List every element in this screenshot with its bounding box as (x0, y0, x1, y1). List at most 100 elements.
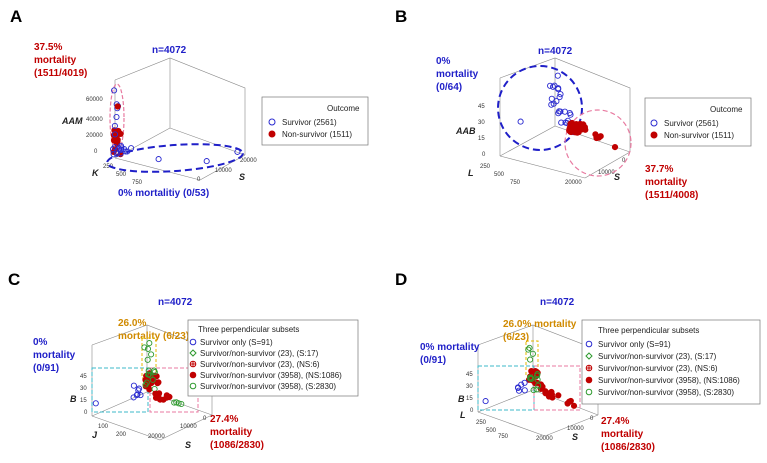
panel-c-point-46 (175, 400, 182, 407)
panel-d-legend-label-3: Survivor/non-survivor (23), (NS:6) (598, 364, 718, 373)
panel-d-point-39 (555, 392, 562, 399)
panel-a-right-axis-label: S (239, 172, 245, 182)
panel-c-point-29 (145, 371, 152, 378)
panel-d-legend-label-1: Survivor only (S=91) (598, 340, 671, 349)
panel-c-point-27 (151, 367, 158, 374)
panel-d-legend-box (581, 319, 761, 405)
panel-b-box (499, 57, 631, 179)
panel-a-point-25 (124, 148, 131, 155)
panel-d-point-1 (525, 346, 532, 353)
panel-d-rtick-0: 20000 (536, 436, 553, 442)
panel-b-legend-marker-1 (650, 119, 658, 127)
panel-d-point-24 (530, 387, 537, 394)
panel-c-legend-box (187, 319, 359, 397)
panel-a-ann-3: (1511/4019) (34, 68, 87, 79)
panel-c-legend-marker-3 (189, 360, 197, 368)
panel-b-point-54 (611, 144, 619, 151)
panel-c-ann-2: mortality (33, 350, 76, 361)
panel-b-nonsurvivor-region (564, 109, 632, 177)
panel-c-point-31 (143, 379, 150, 386)
panel-a-ltick-2: 750 (132, 180, 143, 186)
panel-b-legend-title: Outcome (710, 105, 743, 114)
panel-b-point-8 (548, 101, 555, 108)
panel-c-point-53 (137, 392, 144, 399)
panel-c-rtick-0: 20000 (148, 434, 165, 440)
panel-b-right-axis-label: S (614, 172, 620, 182)
panel-c-point-2 (141, 344, 148, 351)
panel-d-nonsurvivor-region (533, 365, 581, 411)
panel-b-ltick-2: 750 (510, 180, 521, 186)
panel-b-vtick-3: 0 (482, 152, 486, 158)
panel-b-point-51 (592, 131, 599, 138)
panel-c-survivor-region (91, 367, 149, 413)
panel-b-vtick-1: 30 (478, 120, 485, 126)
panel-d-title: n=4072 (540, 297, 575, 308)
panel-a-point-26 (111, 144, 118, 151)
panel-d-ann-6: mortality (601, 429, 644, 440)
panel-b-survivor-region (497, 65, 583, 151)
panel-a-nonsurvivor-region (109, 83, 125, 153)
panel-d-point-51 (482, 398, 489, 405)
panel-a-legend-box (261, 96, 369, 146)
panel-d-vtick-3: 0 (470, 408, 474, 414)
panel-a-rtick-1: 10000 (215, 168, 232, 174)
panel-a-legend-title: Outcome (327, 104, 360, 113)
panel-d-ann-1: 0% mortality (420, 342, 480, 353)
panel-a-legend-label-2: Non-survivor (1511) (282, 130, 352, 139)
panel-d-vtick-2: 15 (466, 396, 473, 402)
panel-d-legend-marker-4 (585, 376, 593, 384)
panel-d-left-axis-label: L (460, 410, 466, 420)
panel-d-point-26 (535, 382, 542, 389)
panel-b-vertical-axis-label: AAB (455, 126, 476, 136)
panel-label-d: D (395, 270, 407, 289)
panel-c-point-44 (166, 393, 173, 400)
panel-b-ltick-1: 500 (494, 172, 505, 178)
panel-b-rtick-0: 20000 (565, 180, 582, 186)
panel-a-legend-marker-2 (268, 130, 276, 138)
panel-a-vtick-0: 60000 (86, 97, 103, 103)
panel-d-point-41 (548, 388, 555, 396)
panel-label-c: C (8, 270, 20, 289)
panel-d-point-49 (514, 384, 522, 391)
panel-b: n=4072 0% mortality (0/64) 37.7% mortali… (436, 46, 752, 201)
panel-c: n=4072 0% mortality (0/91) 26.0% mortali… (33, 297, 359, 451)
panel-b-title: n=4072 (538, 46, 573, 57)
panel-d-ann-7: (1086/2830) (601, 442, 655, 453)
panel-b-point-46 (581, 124, 589, 131)
panel-c-legend-label-4: Survivor/non-survivor (3958), (NS:1086) (200, 371, 342, 380)
panel-b-vtick-0: 45 (478, 104, 485, 110)
panel-c-point-50 (136, 385, 143, 392)
panel-a-ltick-0: 250 (103, 164, 114, 170)
panel-a-point-38 (203, 158, 210, 165)
panel-b-vtick-2: 15 (478, 136, 485, 142)
panel-b-point-21 (561, 108, 568, 115)
panel-c-legend-title: Three perpendicular subsets (198, 325, 299, 334)
panel-d-legend-marker-5 (585, 388, 593, 396)
panel-c-point-43 (153, 394, 160, 401)
panel-c-legend-label-2: Survivor/non-survivor (23), (S:17) (200, 349, 319, 358)
panel-a-point-36 (155, 156, 162, 163)
panel-a-point-28 (109, 146, 117, 153)
panel-c-vtick-3: 0 (84, 410, 88, 416)
panel-a-rtick-2: 0 (197, 177, 201, 183)
panel-c-legend-marker-1 (189, 338, 197, 346)
panel-d-vtick-0: 45 (466, 372, 473, 378)
panel-a-point-37 (234, 148, 241, 155)
panel-d-point-48 (515, 387, 523, 394)
panel-d-point-20 (533, 386, 540, 393)
panel-d-ann-5: 27.4% (601, 416, 629, 427)
panel-d-legend-marker-3 (585, 364, 593, 372)
panel-d-point-25 (534, 372, 541, 379)
panel-c-ann-7: mortality (210, 427, 253, 438)
panel-c-point-30 (149, 376, 156, 383)
panel-d-vertical-axis-label: B (458, 394, 465, 404)
panel-c-ann-6: 27.4% (210, 414, 238, 425)
panel-c-legend-label-3: Survivor/non-survivor (23), (NS:6) (200, 360, 320, 369)
panel-a-point-22 (113, 150, 120, 157)
panel-d-ltick-1: 500 (486, 428, 497, 434)
panel-c-right-axis-label: S (185, 440, 191, 450)
panel-a-vtick-2: 20000 (86, 133, 103, 139)
panel-b-ann-6: (1511/4008) (645, 190, 698, 201)
panel-d-legend-label-2: Survivor/non-survivor (23), (S:17) (598, 352, 717, 361)
